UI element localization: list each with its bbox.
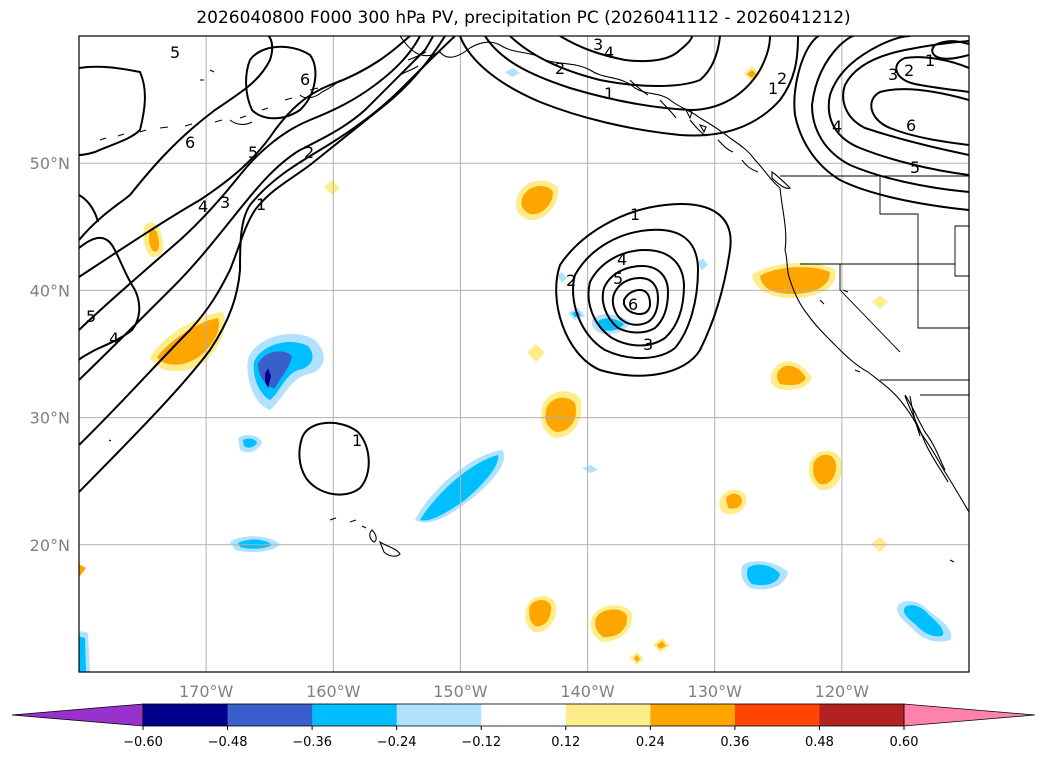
colorbar-tick-label: 0.36 — [720, 735, 749, 750]
map-title: 2026040800 F000 300 hPa PV, precipitatio… — [196, 8, 851, 28]
pv-label: 6 — [906, 116, 916, 135]
colorbar — [11, 703, 1036, 727]
pv-label: 5 — [248, 143, 258, 162]
latitude-label: 50°N — [30, 154, 70, 173]
pv-label: 3 — [888, 65, 898, 84]
colorbar-tick-label: −0.60 — [123, 735, 163, 750]
pv-label: 4 — [198, 197, 208, 216]
colorbar-segment — [819, 704, 905, 726]
colorbar-extend-high — [903, 703, 1036, 727]
pv-label: 5 — [170, 43, 180, 62]
colorbar-segment — [312, 704, 398, 726]
latitude-label: 20°N — [30, 536, 70, 555]
longitude-labels: 170°W 160°W 150°W 140°W 130°W 120°W — [179, 682, 869, 701]
pv-label: 5 — [86, 307, 96, 326]
colorbar-segment — [227, 704, 313, 726]
map-area — [79, 36, 969, 672]
colorbar-segment — [734, 704, 820, 726]
pv-label: 1 — [352, 431, 362, 450]
colorbar-tick-label: −0.48 — [208, 735, 248, 750]
colorbar-segment — [143, 704, 229, 726]
colorbar-segment — [481, 704, 567, 726]
colorbar-tick-label: 0.60 — [890, 735, 919, 750]
pv-label: 1 — [630, 205, 640, 224]
latitude-label: 40°N — [30, 281, 70, 300]
colorbar-segment — [565, 704, 651, 726]
pv-label: 4 — [832, 117, 842, 136]
pv-label: 3 — [643, 335, 653, 354]
latitude-labels: 20°N 30°N 40°N 50°N — [30, 154, 70, 555]
pv-label: 2 — [566, 271, 576, 290]
colorbar-tick-label: −0.36 — [292, 735, 332, 750]
pv-label: 6 — [300, 70, 310, 89]
pv-label: 3 — [593, 35, 603, 54]
colorbar-tick-label: 0.24 — [636, 735, 665, 750]
longitude-label: 140°W — [560, 682, 615, 701]
colorbar-segment — [396, 704, 482, 726]
pv-label: 2 — [904, 61, 914, 80]
colorbar-extend-low — [11, 703, 144, 727]
pv-contours — [79, 36, 969, 496]
colorbar-frame — [142, 703, 905, 727]
pv-label: 2 — [777, 69, 787, 88]
colorbar-segment — [650, 704, 736, 726]
pv-label: 2 — [555, 59, 565, 78]
longitude-label: 170°W — [179, 682, 234, 701]
colorbar-ticks: −0.60 −0.48 −0.36 −0.24 −0.12 0.12 0.24 0.36 0.4… — [123, 726, 918, 750]
pv-label: 4 — [604, 43, 614, 62]
latitude-label: 30°N — [30, 409, 70, 428]
colorbar-tick-label: −0.24 — [377, 735, 417, 750]
pv-label: 4 — [617, 250, 627, 269]
longitude-label: 120°W — [815, 682, 870, 701]
map-frame — [78, 35, 970, 673]
pv-label: 1 — [256, 195, 266, 214]
longitude-label: 150°W — [433, 682, 488, 701]
pv-label: 1 — [768, 79, 778, 98]
longitude-label: 130°W — [688, 682, 743, 701]
pv-label: 4 — [109, 329, 119, 348]
colorbar-tick-label: 0.12 — [551, 735, 580, 750]
pv-label: 3 — [220, 193, 230, 212]
colorbar-tick-label: −0.12 — [461, 735, 501, 750]
pv-label: 5 — [613, 269, 623, 288]
pv-label: 1 — [604, 84, 614, 103]
pv-label: 6 — [628, 295, 638, 314]
pv-label: 5 — [910, 158, 920, 177]
borders — [780, 175, 969, 396]
longitude-label: 160°W — [306, 682, 361, 701]
pv-contour-labels: 5 6 6 5 2 4 3 1 5 4 1 2 1 3 4 1 2 5 4 6 … — [86, 35, 935, 450]
pv-label: 1 — [925, 51, 935, 70]
pv-label: 2 — [304, 143, 314, 162]
pv-label: 6 — [185, 133, 195, 152]
colorbar-tick-label: 0.48 — [805, 735, 834, 750]
